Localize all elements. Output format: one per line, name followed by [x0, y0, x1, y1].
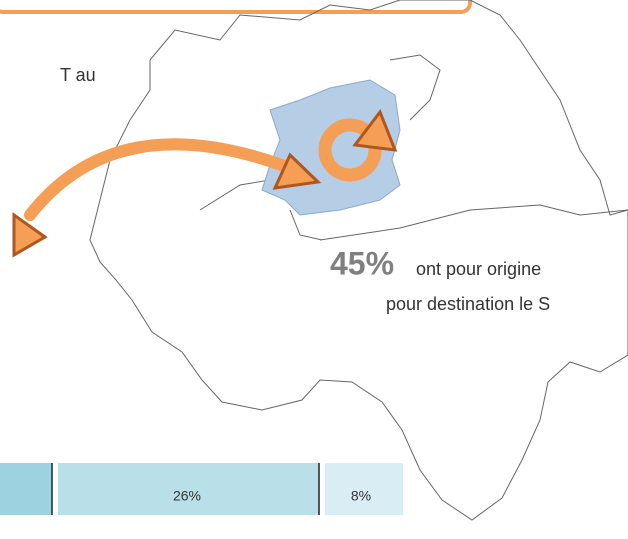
bar-segment [325, 463, 403, 515]
bar-segment [58, 463, 319, 515]
bar-segment [0, 463, 52, 515]
bar-label: 26% [173, 488, 201, 504]
map-outline [89, 0, 628, 521]
map-borders [199, 54, 628, 241]
bar-label: 8% [351, 488, 371, 504]
header-box [0, 0, 472, 14]
stat-line: ont pour origine [416, 259, 541, 279]
bar-gap [319, 463, 325, 515]
marker [12, 212, 48, 258]
header-text: T au [60, 65, 96, 85]
marker [272, 152, 322, 190]
bar-gap [52, 463, 58, 515]
marker [352, 108, 398, 152]
origin-ring [318, 118, 382, 182]
stat-value: 45% [330, 245, 394, 281]
flow-arrow [24, 138, 306, 221]
stat-line: pour destination le S [386, 294, 550, 314]
